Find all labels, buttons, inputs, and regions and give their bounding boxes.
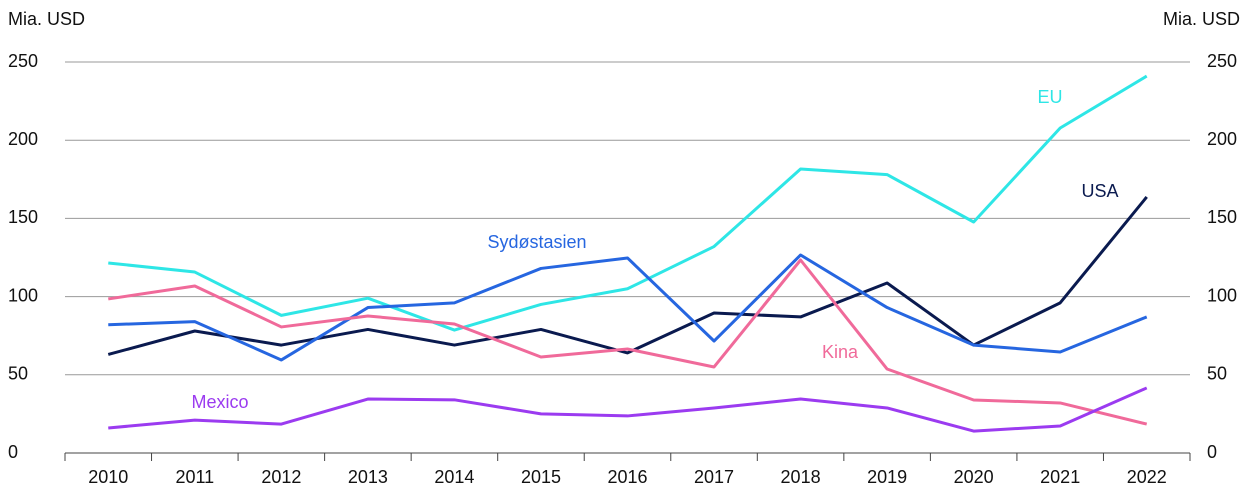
- x-tick-label: 2014: [434, 467, 474, 486]
- y2-tick-label: 50: [1207, 364, 1227, 384]
- y2-axis-label: Mia. USD: [1163, 9, 1240, 29]
- y2-tick-label: 0: [1207, 442, 1217, 462]
- x-tick-label: 2021: [1040, 467, 1080, 486]
- x-tick-label: 2015: [521, 467, 561, 486]
- y-tick-label: 100: [8, 285, 38, 305]
- series-line: [107, 196, 1148, 356]
- series-label: EU: [1037, 87, 1062, 107]
- series-label: Kina: [822, 342, 859, 362]
- series-label: Sydøstasien: [487, 232, 586, 252]
- x-tick-label: 2016: [607, 467, 647, 486]
- x-tick-label: 2022: [1127, 467, 1167, 486]
- y2-tick-label: 200: [1207, 129, 1237, 149]
- y2-tick-label: 100: [1207, 285, 1237, 305]
- y-tick-label: 50: [8, 364, 28, 384]
- x-tick-label: 2017: [694, 467, 734, 486]
- y2-tick-label: 250: [1207, 51, 1237, 71]
- y-tick-label: 0: [8, 442, 18, 462]
- y-tick-label: 150: [8, 207, 38, 227]
- x-tick-label: 2018: [781, 467, 821, 486]
- x-tick-label: 2020: [954, 467, 994, 486]
- series-line: [108, 253, 1148, 362]
- x-tick-label: 2012: [261, 467, 301, 486]
- series-line: [108, 386, 1148, 433]
- y2-tick-label: 150: [1207, 207, 1237, 227]
- x-tick-label: 2019: [867, 467, 907, 486]
- y-axis-label: Mia. USD: [8, 9, 85, 29]
- x-tick-label: 2010: [88, 467, 128, 486]
- y-tick-label: 200: [8, 129, 38, 149]
- series-line: [108, 258, 1148, 426]
- y-tick-label: 250: [8, 51, 38, 71]
- x-tick-label: 2011: [175, 467, 214, 486]
- series-label: Mexico: [191, 392, 248, 412]
- series-label: USA: [1081, 181, 1118, 201]
- x-tick-label: 2013: [348, 467, 388, 486]
- series-line: [108, 74, 1148, 332]
